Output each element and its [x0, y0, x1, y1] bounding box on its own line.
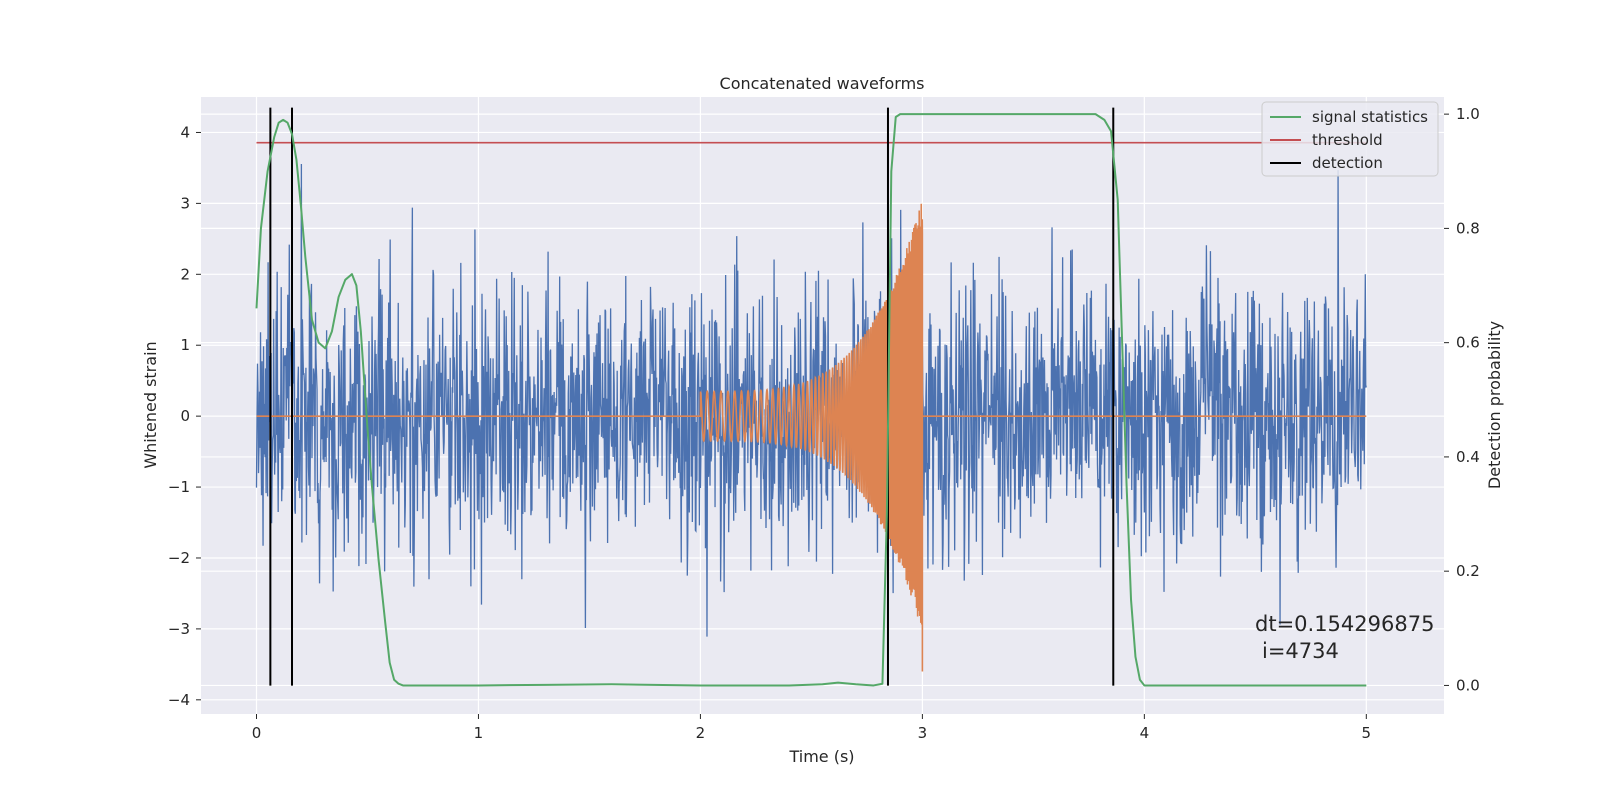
y-tick-label: 0: [180, 407, 190, 425]
x-tick-label: 5: [1362, 724, 1372, 742]
legend-box: [1261, 101, 1439, 177]
x-tick-label: 1: [474, 724, 484, 742]
legend-label-detection: detection: [1312, 154, 1383, 172]
y2-tick-label: 0.6: [1456, 334, 1480, 352]
template-series: [256, 203, 1367, 672]
y-tick-label: −2: [168, 549, 190, 567]
x-axis-label: Time (s): [788, 747, 854, 766]
chart-title: Concatenated waveforms: [720, 74, 925, 93]
x-tick-label: 4: [1140, 724, 1150, 742]
strain-series: [255, 163, 1367, 637]
legend-label-threshold: threshold: [1312, 131, 1383, 149]
y-tick-label: −1: [168, 478, 190, 496]
y-tick-label: 2: [180, 265, 190, 283]
y-tick-label: 4: [180, 123, 190, 141]
y2-tick-label: 0.2: [1456, 562, 1480, 580]
legend: signal statistics threshold detection: [1261, 101, 1439, 177]
y-tick-label: 1: [180, 336, 190, 354]
y2-tick-label: 0.8: [1456, 219, 1480, 237]
y-tick-label: 3: [180, 194, 190, 212]
y2-tick-label: 0.0: [1456, 676, 1480, 694]
x-tick-label: 0: [252, 724, 262, 742]
y2-axis-label: Detection probability: [1485, 321, 1504, 489]
y-tick-label: −4: [168, 691, 190, 709]
x-tick-label: 3: [918, 724, 928, 742]
y2-tick-label: 0.4: [1456, 448, 1480, 466]
annotation-dt: dt=0.154296875: [1255, 612, 1434, 636]
signal-statistics-series: [255, 113, 1367, 687]
x-tick-label: 2: [696, 724, 706, 742]
y-axis-label: Whitened strain: [141, 341, 160, 468]
legend-label-signal-statistics: signal statistics: [1312, 108, 1428, 126]
y-tick-label: −3: [168, 620, 190, 638]
annotation-index: i=4734: [1262, 639, 1339, 663]
ticks-layer: 0 1 2 3 4 5 −4 −3 −2 −1 0 1 2 3 4 0.0 0.2 0.4 0.6 0.8 1.0: [168, 105, 1480, 742]
y2-tick-label: 1.0: [1456, 105, 1480, 123]
series-layer: [255, 107, 1367, 687]
